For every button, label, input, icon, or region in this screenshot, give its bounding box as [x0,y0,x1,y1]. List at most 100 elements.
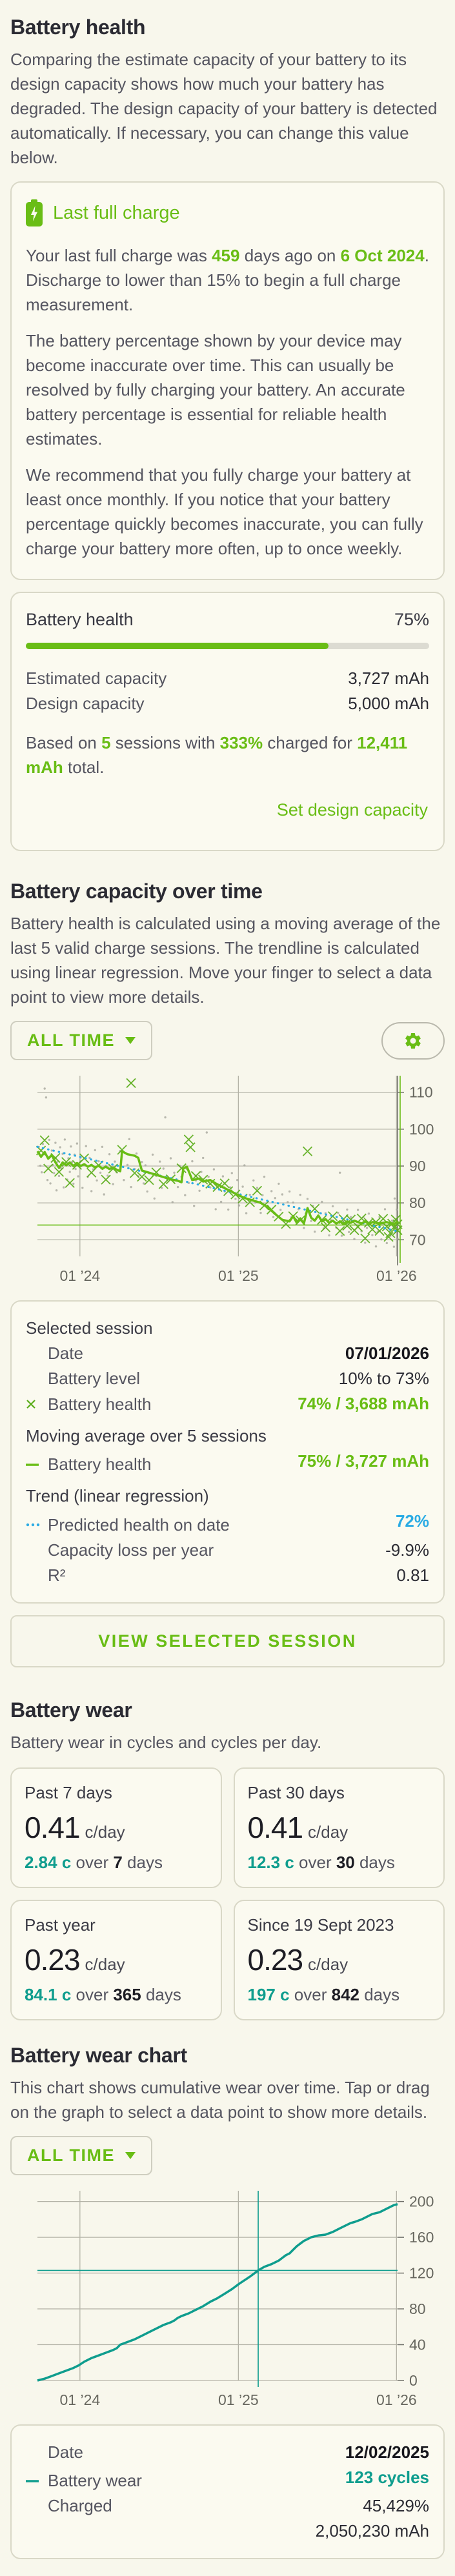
wear-cycles-value: 2.84 c [25,1852,72,1872]
estimated-capacity-value: 3,727 mAh [348,669,429,688]
svg-text:01 ’26: 01 ’26 [376,1267,417,1284]
dotted-line-marker-icon [26,1523,48,1527]
r-squared-label: R² [48,1565,66,1585]
battery-health-description: Comparing the estimate capacity of your … [10,50,438,167]
view-selected-session-button[interactable]: VIEW SELECTED SESSION [10,1615,445,1667]
sessions-count: 5 [101,733,111,752]
wear-stats-grid: Past 7 days 0.41 c/day 2.84 c over 7 days… [10,1767,445,2020]
svg-text:01 ’24: 01 ’24 [60,1267,101,1284]
wear-time-range-dropdown[interactable]: ALL TIME [10,2135,152,2175]
card-actions: Set design capacity [26,796,429,824]
predicted-health-value: 72% [395,1511,429,1531]
charge-recommendation: We recommend that you fully charge your … [26,465,423,558]
wear-rate-value: 0.23 [25,1942,81,1977]
wear-chart-description: This chart shows cumulative wear over ti… [10,2077,430,2122]
lfc-text-1: Your last full charge was [26,246,212,265]
r-squared-row: R² 0.81 [26,1563,429,1588]
svg-text:200: 200 [409,2193,434,2209]
wear-rate-unit: c/day [85,1954,125,1974]
wear-chart[interactable]: 0 40 80 120 160 200 01 ’24 01 ’25 01 ’26 [10,2186,445,2410]
wear-cycles-row: Battery wear 123 cycles [26,2465,429,2494]
estimated-capacity-label: Estimated capacity [26,669,167,688]
wear-days-count: 7 [113,1852,123,1872]
chevron-down-icon [125,1037,136,1044]
wear-sub-text: over [294,1852,336,1872]
session-date-value: 07/01/2026 [345,1343,429,1363]
moving-average-health-row: Battery health 75% / 3,727 mAh [26,1449,429,1478]
wear-cycles-value: 12.3 c [247,1852,294,1872]
wear-sub-end: days [141,1984,181,2004]
charged-percent-value: 45,429% [363,2496,429,2515]
capacity-section-description: Battery health is calculated using a mov… [10,914,441,1007]
wear-card-title: Past year [25,1915,96,1935]
wear-sub-end: days [354,1852,395,1872]
wear-sub-text: over [289,1984,332,2004]
design-capacity-label: Design capacity [26,694,145,713]
last-full-charge-header: Last full charge [26,199,429,226]
selected-session-header: Selected session [26,1318,153,1338]
wear-sub-text: over [71,1984,114,2004]
based-text-4: total. [63,758,105,777]
wear-chart-section-title: Battery wear chart [10,2043,187,2067]
wear-time-range-label: ALL TIME [27,2145,115,2165]
capacity-loss-value: -9.9% [385,1540,429,1560]
wear-rate-value: 0.41 [247,1810,304,1844]
capacity-loss-row: Capacity loss per year -9.9% [26,1538,429,1563]
wear-rate-unit: c/day [85,1822,125,1842]
wear-days-count: 30 [336,1852,355,1872]
wear-section-title: Battery wear [10,1698,132,1722]
battery-health-progress-fill [26,643,329,649]
wear-section-description: Battery wear in cycles and cycles per da… [10,1732,322,1752]
capacity-loss-label: Capacity loss per year [48,1540,214,1560]
battery-level-value: 10% to 73% [338,1369,429,1388]
line-marker-icon [26,1463,48,1467]
capacity-time-range-label: ALL TIME [27,1031,115,1050]
wear-days-count: 842 [331,1984,359,2004]
moving-average-health-label: Battery health [48,1454,152,1474]
svg-text:100: 100 [409,1121,434,1138]
set-design-capacity-button[interactable]: Set design capacity [276,796,429,824]
gear-icon [403,1031,423,1051]
wear-rate-unit: c/day [308,1954,349,1974]
predicted-health-label: Predicted health on date [48,1514,230,1535]
wear-rate-unit: c/day [308,1822,349,1842]
battery-health-progressbar [26,643,429,649]
r-squared-value: 0.81 [396,1565,429,1585]
battery-level-row: Battery level 10% to 73% [26,1366,429,1391]
based-text-3: charged for [263,733,358,752]
wear-card-past-30-days: Past 30 days 0.41 c/day 12.3 c over 30 da… [233,1767,445,1888]
lfc-days-value: 459 [212,246,240,265]
x-marker-icon [26,1399,48,1409]
battery-percentage-note: The battery percentage shown by your dev… [26,331,405,448]
charged-percent: 333% [219,733,263,752]
wear-days-count: 365 [113,1984,141,2004]
chart-settings-button[interactable] [381,1021,445,1060]
svg-text:120: 120 [409,2264,434,2281]
design-capacity-value: 5,000 mAh [348,694,429,713]
svg-text:01 ’26: 01 ’26 [376,2391,417,2408]
moving-average-header: Moving average over 5 sessions [26,1425,267,1445]
battery-wear-value: 123 cycles [345,2467,429,2487]
capacity-chart[interactable]: 70 80 90 100 110 01 ’24 01 ’25 01 ’26 [10,1071,445,1286]
moving-average-health-value: 75% / 3,727 mAh [298,1451,429,1471]
based-on-sessions-text: Based on 5 sessions with 333% charged fo… [26,730,429,780]
wear-rate-value: 0.23 [247,1942,304,1977]
svg-text:80: 80 [409,2300,426,2317]
charged-percent-row: Charged 45,429% [26,2493,429,2519]
last-full-charge-title: Last full charge [53,202,180,223]
based-text-1: Based on [26,733,102,752]
capacity-time-range-dropdown[interactable]: ALL TIME [10,1021,152,1060]
charged-mah-row: 2,050,230 mAh [26,2519,429,2544]
battery-health-percent: 75% [394,610,429,629]
based-text-2: sessions with [110,733,220,752]
charged-mah: 12,411 mAh [26,733,408,777]
page-title: Battery health [10,15,146,39]
charged-mah-value: 2,050,230 mAh [315,2521,429,2541]
lfc-text-3: . Discharge to lower than 15% to begin a… [26,246,429,314]
capacity-chart-controls: ALL TIME [10,1021,445,1060]
wear-card-title: Since 19 Sept 2023 [247,1915,394,1935]
battery-wear-label: Battery wear [48,2471,142,2490]
session-health-label: Battery health [48,1394,152,1414]
wear-sub-text: over [71,1852,114,1872]
